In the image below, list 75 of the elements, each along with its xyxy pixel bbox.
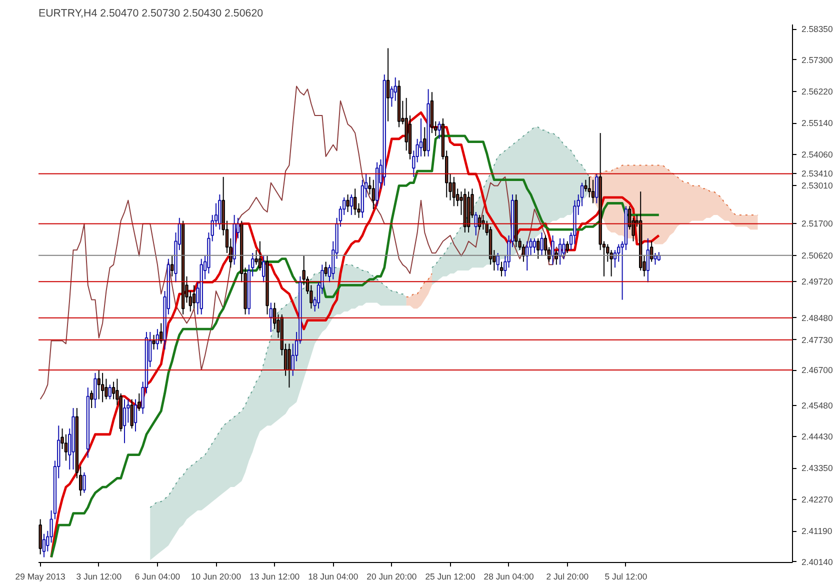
y-tick-label: 2.54060 [802,150,833,160]
y-tick-label: 2.55140 [802,118,833,128]
candlestick [650,240,654,262]
candlestick [38,518,42,555]
candlestick [346,194,350,213]
ref-line-label: 2.48480 [802,312,833,323]
candlestick [536,238,540,260]
chart-title: EURTRY,H4 2.50470 2.50730 2.50430 2.50620 [38,8,264,20]
candlestick [288,343,291,388]
ref-line-label: 2.53410 [802,168,833,179]
y-tick-label: 2.56220 [802,86,833,96]
candlestick [350,194,354,216]
x-tick-label: 18 Jun 04:00 [308,572,358,582]
candlestick [122,398,126,444]
candlestick [595,173,598,204]
candlestick [562,238,566,260]
y-tick-label: 2.41190 [802,526,832,536]
line-series [40,86,568,400]
candlestick [134,398,138,432]
candlestick [423,126,426,157]
x-tick-label: 13 Jun 12:00 [250,572,300,582]
candlestick [108,384,112,400]
ref-line-label: 2.47730 [802,334,833,345]
candlestick [262,255,266,283]
candlestick [97,370,100,400]
y-tick-label: 2.45480 [802,400,833,411]
candlestick [540,232,544,256]
ref-line-label: 2.46700 [802,365,833,375]
candlestick [152,334,156,350]
candlestick [551,234,554,266]
candlestick [42,533,46,558]
candlestick [218,194,222,230]
x-tick-label: 5 Jul 12:00 [604,572,648,582]
candlestick [532,238,536,254]
y-tick-label: 2.53010 [802,180,833,190]
x-tick-label: 29 May 2013 [15,572,66,582]
candlestick [138,392,141,412]
y-tick-label: 2.58350 [802,24,833,34]
candlestick [324,261,328,277]
candlestick [394,76,397,102]
candlestick [82,472,86,494]
candlestick [90,390,94,409]
candlestick [192,284,196,310]
x-tick-label: 28 Jun 04:00 [484,572,534,582]
y-tick-label: 2.40140 [802,556,833,567]
x-tick-label: 6 Jun 04:00 [134,572,180,582]
ref-line-label: 2.50620 [802,250,833,260]
candlestick [646,238,650,283]
x-tick-label: 2 Jul 20:00 [546,572,589,582]
candlestick [566,240,569,254]
x-tick-label: 20 Jun 20:00 [366,572,417,582]
candlestick [170,255,174,277]
candlestick [452,176,456,207]
candlestick [100,372,104,403]
candlestick [438,120,441,140]
x-tick-label: 25 Jun 12:00 [425,572,476,582]
candlestick [258,240,262,272]
x-tick-label: 3 Jun 12:00 [76,572,122,582]
y-tick-label: 2.57300 [802,54,833,65]
candlestick [386,48,390,122]
y-tick-label: 2.42270 [802,494,833,505]
candlestick [269,302,273,332]
y-tick-label: 2.44430 [802,431,833,442]
x-tick-label: 10 Jun 20:00 [190,572,242,582]
candlestick [254,250,258,266]
candlestick [372,179,376,210]
candlestick [94,372,97,409]
candlestick [654,252,657,266]
ref-line-label: 2.51700 [802,218,833,229]
candlestick [130,398,134,430]
candlestick [591,179,595,204]
candlestick [354,188,357,216]
ref-line-label: 2.49720 [802,276,833,287]
y-tick-label: 2.43350 [802,463,833,474]
candlestick [500,261,504,277]
